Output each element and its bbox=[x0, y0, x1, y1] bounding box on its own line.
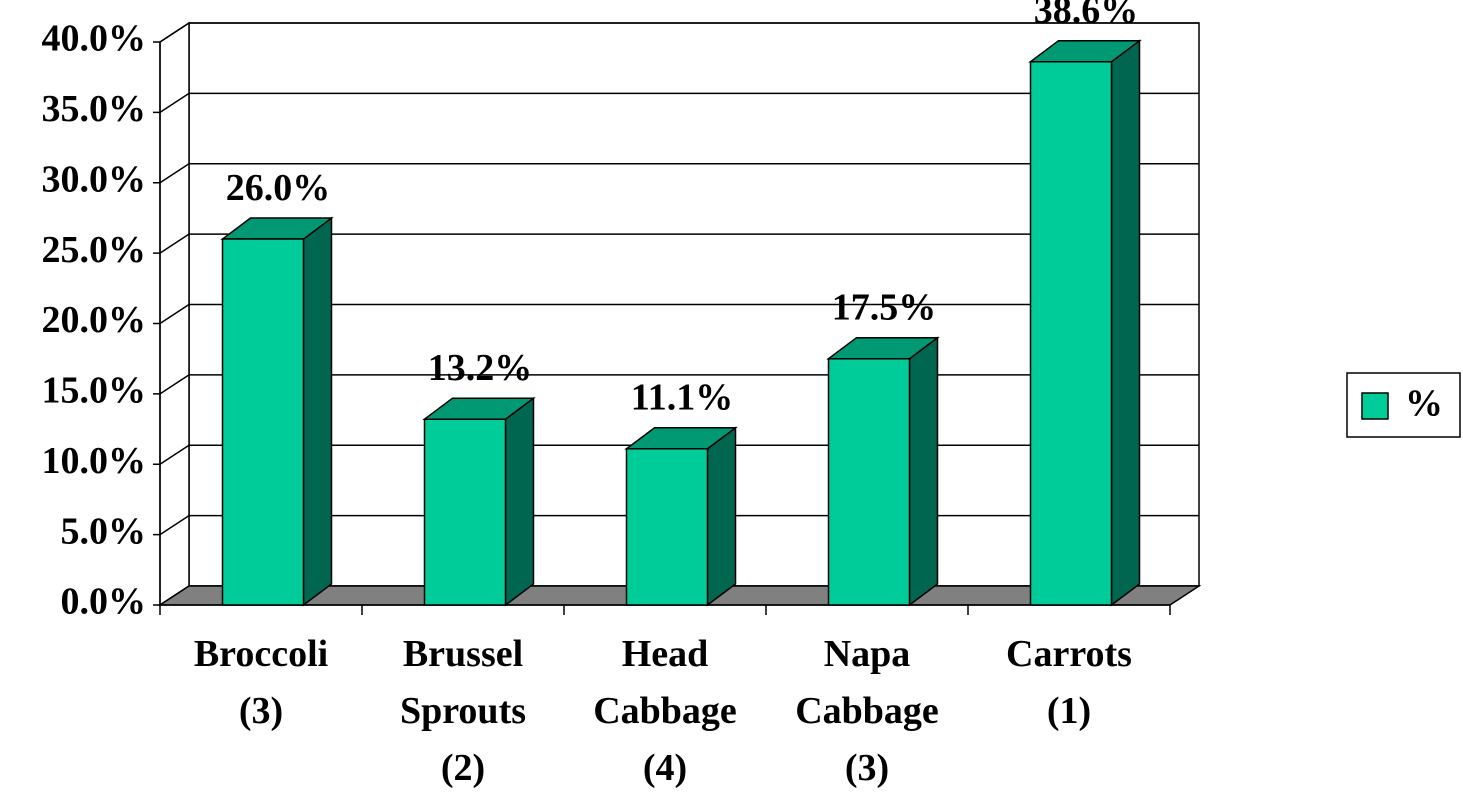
legend-swatch bbox=[1361, 392, 1389, 420]
bar-front bbox=[221, 238, 305, 606]
x-tick-label: Napa Cabbage (3) bbox=[795, 633, 939, 789]
y-tick-label: 5.0% bbox=[61, 510, 147, 552]
grid-line bbox=[159, 163, 190, 184]
grid-line bbox=[159, 92, 190, 114]
bar-side bbox=[504, 396, 535, 607]
bar-front bbox=[625, 448, 709, 606]
value-label: 26.0% bbox=[226, 167, 331, 209]
bar-side bbox=[302, 216, 333, 607]
legend-label: % bbox=[1405, 383, 1443, 425]
bar-side bbox=[908, 336, 939, 607]
bar bbox=[1028, 39, 1142, 607]
value-label: 11.1% bbox=[631, 376, 733, 418]
bar-front bbox=[423, 418, 507, 606]
bar bbox=[826, 336, 940, 607]
bar-front bbox=[1029, 60, 1113, 606]
value-label: 13.2% bbox=[428, 347, 533, 389]
bar bbox=[220, 216, 334, 607]
x-tick-label: Broccoli (3) bbox=[194, 633, 328, 732]
bar-side bbox=[706, 426, 737, 607]
grid-line bbox=[159, 444, 190, 465]
bar bbox=[422, 396, 536, 607]
y-tick-label: 35.0% bbox=[42, 88, 147, 130]
grid-line bbox=[159, 374, 190, 395]
value-label: 17.5% bbox=[832, 286, 937, 328]
y-tick-label: 25.0% bbox=[42, 229, 147, 271]
grid-line bbox=[159, 233, 190, 254]
y-tick-label: 0.0% bbox=[61, 581, 147, 623]
grid-line bbox=[159, 22, 190, 43]
y-tick-label: 30.0% bbox=[42, 158, 147, 200]
x-tick-label: Carrots (1) bbox=[1006, 633, 1132, 732]
value-label: 38.6% bbox=[1034, 0, 1139, 31]
grid-line bbox=[159, 514, 190, 536]
y-tick-label: 10.0% bbox=[42, 440, 147, 482]
grid-line bbox=[159, 303, 190, 325]
y-tick-label: 20.0% bbox=[42, 299, 147, 341]
bar bbox=[624, 426, 738, 607]
bar-front bbox=[827, 357, 911, 606]
bar-side bbox=[1110, 39, 1141, 607]
y-tick-label: 40.0% bbox=[42, 18, 147, 60]
y-tick-label: 15.0% bbox=[42, 370, 147, 412]
x-tick-label: Head Cabbage (4) bbox=[593, 633, 737, 789]
x-tick-label: Brussel Sprouts (2) bbox=[400, 633, 526, 789]
